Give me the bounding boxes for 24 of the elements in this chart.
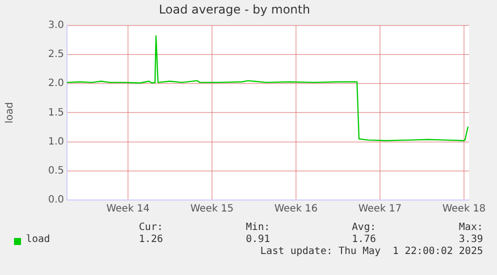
text: 1.26 [138,234,163,245]
y-tick-label: 3.0 [48,20,64,31]
y-tick-label: 0.5 [48,165,64,176]
y-tick-label: 1.5 [48,107,64,118]
y-tick-label: 2.0 [48,78,64,90]
text: Cur: [138,222,163,233]
x-tick-label: Week 16 [274,204,318,215]
x-tick-label: Week 18 [442,204,486,215]
text: 1.76 [352,234,376,245]
chart-title: Load average - by month [158,2,310,16]
y-tick-label: 0.0 [48,194,64,206]
legend-label: load [26,234,50,245]
text: 0.91 [246,234,270,245]
text: Max: [458,222,483,233]
text: Min: [246,222,270,233]
y-axis-title: load [4,102,16,124]
text: 3.39 [458,234,483,245]
text: Avg: [352,222,376,233]
x-tick-label: Week 15 [190,204,234,215]
text: Last update: Thu May 1 22:00:02 2025 [260,246,483,257]
x-tick-label: Week 17 [358,204,402,215]
y-tick-label: 1.0 [48,136,64,148]
x-tick-label: Week 14 [106,204,150,215]
y-tick-label: 2.5 [48,49,64,60]
